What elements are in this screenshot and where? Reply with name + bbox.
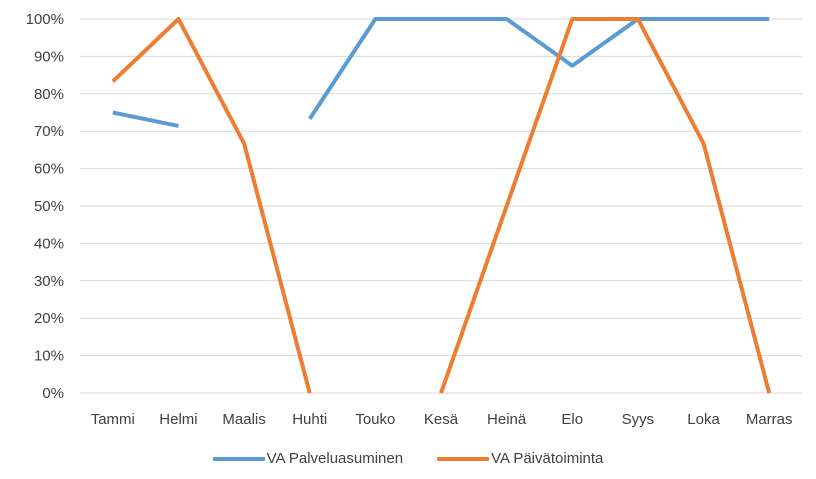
y-tick-label: 100% (26, 11, 64, 28)
y-tick-label: 60% (34, 161, 64, 178)
series-line (308, 17, 770, 120)
legend-swatch-palveluasuminen (212, 456, 265, 461)
series-1 (111, 17, 772, 394)
x-tick-label: Heinä (487, 411, 527, 428)
y-tick-label: 40% (34, 235, 64, 252)
legend: VA Palveluasuminen VA Päivätoiminta (0, 450, 816, 467)
x-tick-label: Marras (746, 411, 793, 428)
legend-item-palveluasuminen: VA Palveluasuminen (212, 450, 404, 467)
legend-label-paivatoiminta: VA Päivätoiminta (491, 450, 604, 467)
y-tick-label: 80% (34, 86, 64, 103)
series-line (111, 17, 312, 394)
y-tick-label: 30% (34, 273, 64, 290)
x-tick-label: Huhti (292, 411, 327, 428)
y-tick-label: 70% (34, 123, 64, 140)
legend-label-palveluasuminen: VA Palveluasuminen (266, 450, 404, 467)
y-tick-label: 20% (34, 310, 64, 327)
y-tick-label: 0% (42, 385, 64, 402)
x-tick-label: Elo (561, 411, 583, 428)
y-axis-ticks: 0% 10% 20% 30% 40% 50% 60% 70% 80% 90% 100% (26, 11, 64, 402)
x-axis-ticks: Tammi Helmi Maalis Huhti Touko Kesä Heinä Elo Sy… (91, 411, 793, 428)
y-tick-label: 90% (34, 48, 64, 65)
legend-swatch-paivatoiminta (437, 456, 490, 461)
series-0 (112, 17, 770, 128)
series-lines (111, 17, 772, 394)
x-tick-label: Kesä (424, 411, 459, 428)
x-tick-label: Tammi (91, 411, 135, 428)
y-tick-label: 10% (34, 348, 64, 365)
gridlines (80, 18, 802, 394)
x-tick-label: Syys (622, 411, 655, 428)
x-tick-label: Touko (355, 411, 395, 428)
series-line (112, 110, 179, 128)
x-tick-label: Helmi (159, 411, 197, 428)
x-tick-label: Maalis (222, 411, 265, 428)
series-line (439, 17, 772, 394)
legend-item-paivatoiminta: VA Päivätoiminta (437, 450, 603, 467)
y-tick-label: 50% (34, 198, 64, 215)
x-tick-label: Loka (687, 411, 720, 428)
